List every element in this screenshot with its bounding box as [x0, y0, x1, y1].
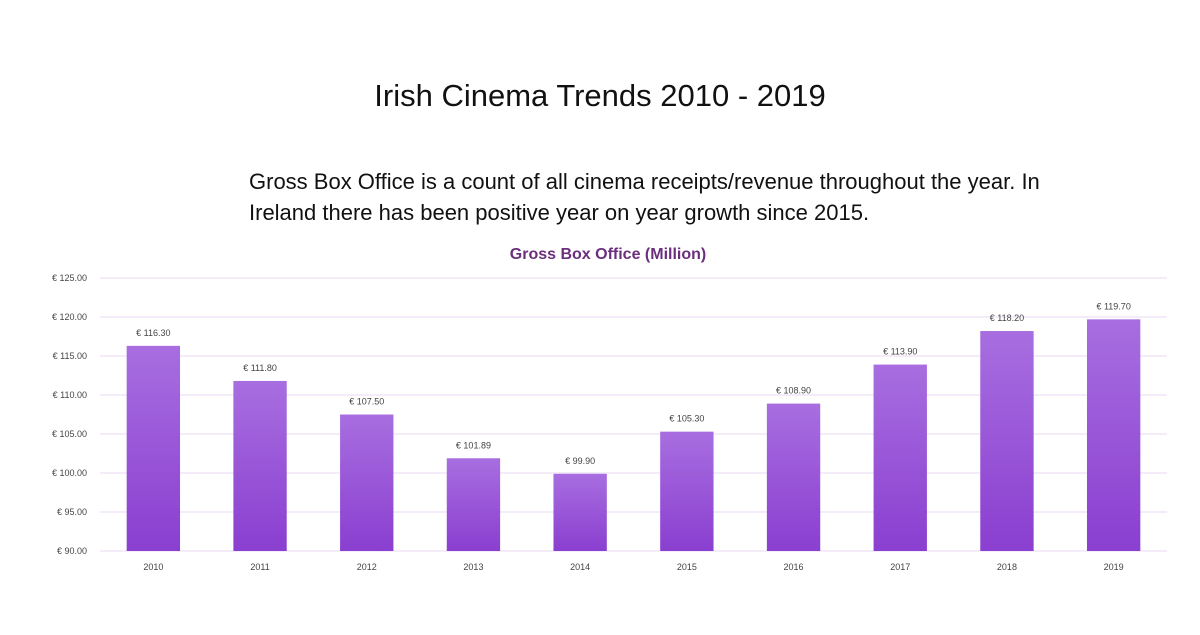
page-title: Irish Cinema Trends 2010 - 2019	[374, 78, 826, 113]
data-label: € 99.90	[565, 456, 595, 466]
bar	[126, 345, 181, 551]
bar	[446, 458, 501, 551]
bars	[126, 319, 1141, 551]
bar	[873, 364, 927, 551]
y-tick-label: € 110.00	[53, 390, 87, 400]
y-axis-tick-labels: € 90.00 € 95.00 € 100.00 € 105.00 € 110.00 € …	[52, 273, 87, 556]
x-tick-label: 2018	[997, 562, 1017, 572]
x-tick-label: 2016	[784, 562, 804, 572]
x-tick-label: 2017	[890, 562, 910, 572]
x-tick-label: 2013	[463, 562, 483, 572]
x-tick-label: 2014	[570, 562, 590, 572]
x-tick-label: 2015	[677, 562, 697, 572]
bar	[553, 473, 607, 551]
chart-title: Gross Box Office (Million)	[510, 246, 706, 263]
bar	[660, 431, 714, 551]
x-axis-tick-labels: 2010 2011 2012 2013 2014 2015 2016 2017 2018 2019	[143, 562, 1123, 572]
y-tick-label: € 120.00	[52, 312, 87, 322]
data-label: € 119.70	[1096, 301, 1130, 311]
bar	[233, 380, 287, 551]
x-tick-label: 2019	[1104, 562, 1124, 572]
y-tick-label: € 100.00	[52, 468, 87, 478]
x-tick-label: 2010	[143, 562, 163, 572]
data-label: € 113.90	[883, 347, 917, 357]
y-tick-label: € 115.00	[53, 351, 87, 361]
bar	[1086, 319, 1141, 551]
data-label: € 105.30	[669, 414, 704, 424]
data-label: € 108.90	[776, 386, 811, 396]
data-label: € 107.50	[349, 397, 384, 407]
data-label: € 101.89	[456, 440, 491, 450]
data-label: € 118.20	[990, 313, 1024, 323]
bar	[766, 403, 821, 551]
description-text: Gross Box Office is a count of all cinem…	[249, 169, 1040, 225]
data-labels: € 116.30 € 111.80 € 107.50 € 101.89 € 99.90 €…	[136, 301, 1131, 465]
y-tick-label: € 90.00	[57, 546, 87, 556]
x-tick-label: 2011	[250, 562, 269, 572]
data-label: € 116.30	[136, 328, 170, 338]
bar	[340, 414, 394, 551]
data-label: € 111.80	[243, 363, 277, 373]
y-tick-label: € 125.00	[52, 273, 87, 283]
y-tick-label: € 105.00	[52, 429, 87, 439]
y-tick-label: € 95.00	[57, 507, 87, 517]
x-tick-label: 2012	[357, 562, 377, 572]
bar	[980, 331, 1034, 551]
